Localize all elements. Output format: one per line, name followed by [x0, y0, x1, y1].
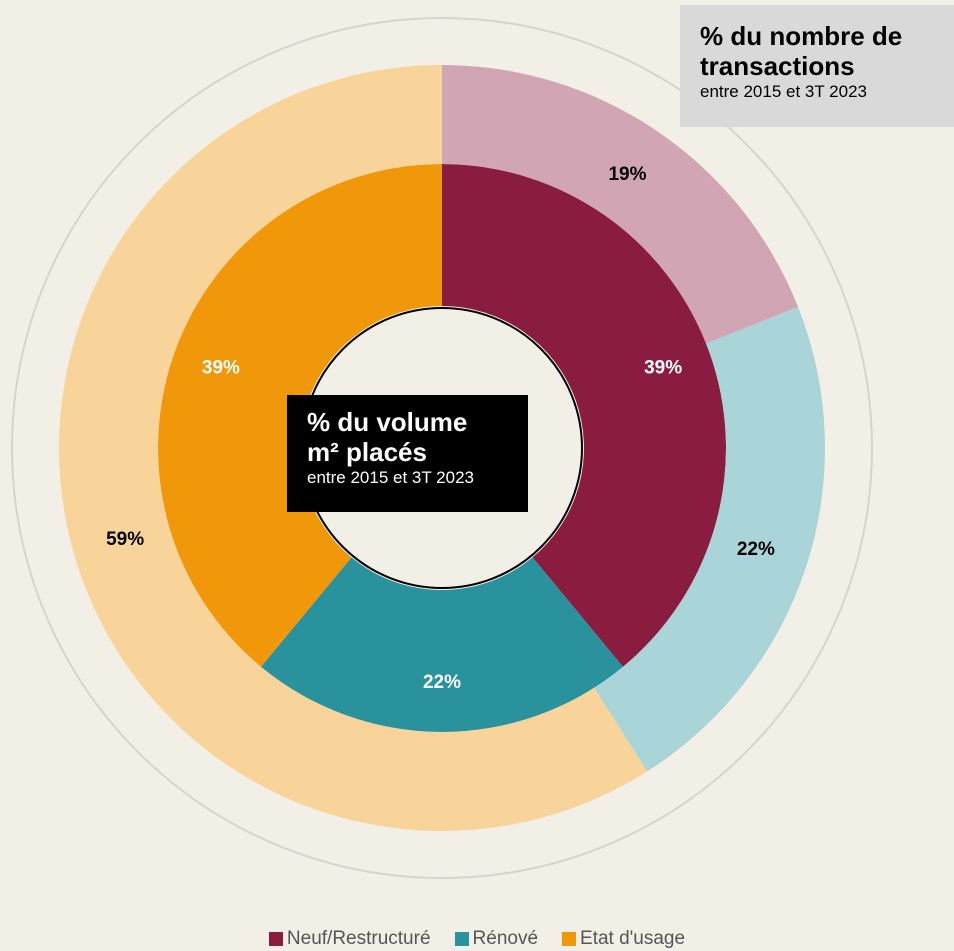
outer-subtitle: entre 2015 et 3T 2023: [700, 82, 867, 101]
outer-title-box: % du nombre de transactions entre 2015 e…: [680, 5, 954, 127]
legend-label: Neuf/Restructuré: [286, 928, 431, 949]
inner-title-box: % du volume m² placés entre 2015 et 3T 2…: [287, 395, 528, 512]
legend-swatch: [268, 932, 283, 946]
outer-title: % du nombre de transactions: [700, 21, 903, 81]
value-label: 39%: [202, 357, 240, 378]
legend-swatch: [454, 932, 469, 946]
donut-segment: [260, 557, 624, 732]
inner-title: % du volume m² placés: [307, 407, 468, 467]
legend-item: Rénové: [454, 928, 539, 950]
legend-item: Etat d'usage: [562, 928, 685, 950]
inner-subtitle: entre 2015 et 3T 2023: [307, 468, 474, 487]
donut-segment: [442, 164, 726, 667]
legend: Neuf/Restructuré Rénové Etat d'usage: [0, 928, 954, 950]
legend-label: Etat d'usage: [580, 928, 686, 949]
legend-swatch: [562, 932, 577, 946]
value-label: 59%: [106, 529, 144, 550]
donut-segment: [442, 65, 799, 344]
legend-label: Rénové: [472, 928, 539, 949]
value-label: 22%: [737, 539, 775, 560]
donut-segment: [594, 307, 825, 772]
outer-guide: [11, 17, 873, 879]
value-label: 19%: [608, 164, 646, 185]
rings: 39% 22% 39% 19% 22% 59%: [58, 65, 825, 831]
legend-item: Neuf/Restructuré: [268, 928, 431, 950]
value-label: 39%: [644, 357, 682, 378]
donut-segment: [58, 65, 648, 831]
value-label: 22%: [423, 672, 461, 693]
